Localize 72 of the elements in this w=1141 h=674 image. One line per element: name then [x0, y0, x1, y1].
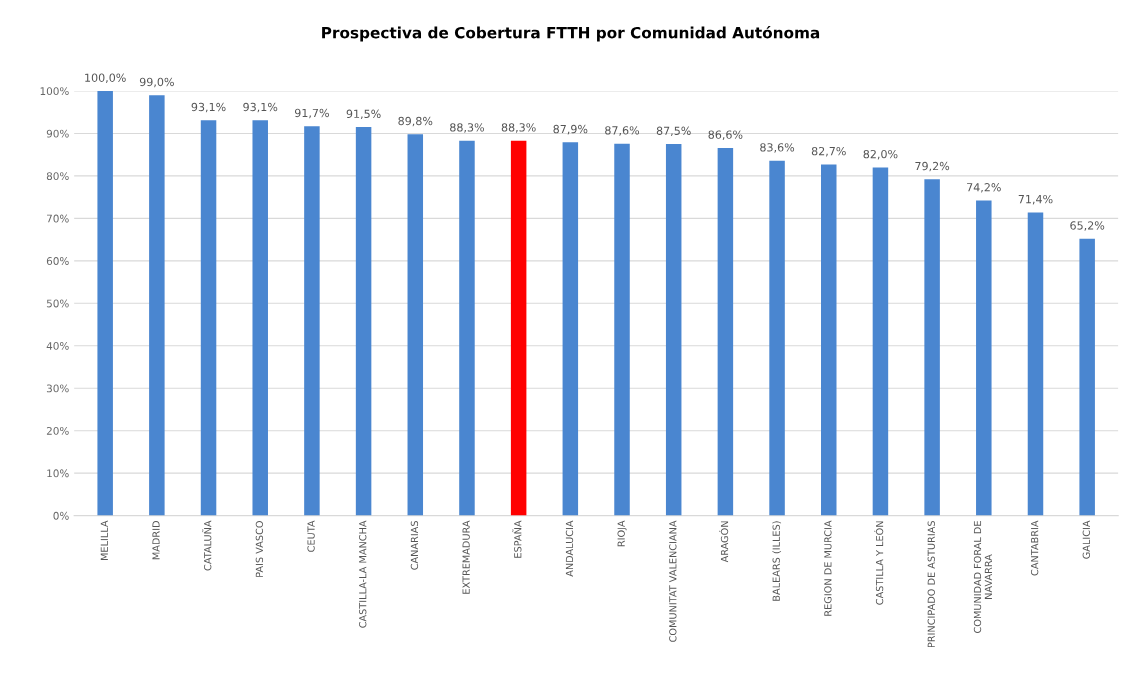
y-tick-label: 90%	[46, 129, 69, 138]
x-tick-label: CEUTA	[307, 520, 315, 552]
data-label: 71,4%	[1018, 194, 1053, 205]
x-tick-label: CASTILLA Y LEÓN	[874, 521, 884, 605]
chart-title: Prospectiva de Cobertura FTTH por Comunidad Autónoma	[322, 26, 820, 42]
x-tick-label: ARAGÓN	[719, 521, 729, 563]
data-label: 79,2%	[915, 161, 950, 172]
bar	[149, 95, 165, 516]
data-label: 93,1%	[243, 102, 278, 113]
x-tick-label: GALICIA	[1082, 520, 1090, 559]
bar	[924, 179, 940, 516]
x-tick-label: CASTILLA-LA MANCHA	[359, 520, 367, 628]
x-tick-label: ANDALUCIA	[565, 520, 574, 577]
bar	[1027, 212, 1044, 516]
x-tick-label: BALEARS (ILLES)	[772, 521, 782, 601]
bar	[200, 120, 217, 516]
data-label: 82,7%	[811, 146, 846, 157]
x-tick-label: MELILLA	[100, 520, 108, 561]
x-tick-label: REGION DE MURCIA	[824, 520, 832, 616]
data-label: 99,0%	[139, 77, 174, 88]
data-label: 87,9%	[553, 124, 588, 135]
bar	[665, 144, 682, 516]
y-tick-label: 80%	[46, 172, 69, 181]
bar	[304, 126, 320, 516]
bar	[407, 134, 424, 516]
bar	[252, 120, 268, 516]
data-label: 65,2%	[1070, 221, 1105, 231]
data-label: 86,6%	[708, 130, 743, 140]
y-tick-label: 30%	[46, 384, 69, 393]
bar	[872, 167, 889, 516]
y-tick-label: 60%	[46, 257, 69, 265]
y-tick-label: 70%	[47, 214, 69, 223]
y-tick-label: 10%	[47, 469, 69, 478]
data-label: 100,0%	[85, 73, 126, 84]
x-tick-label: MADRID	[152, 521, 160, 560]
x-tick-label: CANARIAS	[410, 521, 419, 570]
x-tick-label: PAIS VASCO	[255, 521, 264, 577]
bar	[769, 160, 785, 516]
x-tick-label: COMUNITAT VALENCIANA	[669, 520, 677, 642]
data-label: 91,7%	[294, 108, 329, 119]
data-label: 91,5%	[346, 109, 381, 120]
bar	[510, 140, 527, 516]
y-tick-label: 50%	[46, 299, 69, 308]
bar	[562, 142, 579, 516]
y-tick-label: 0%	[53, 511, 69, 520]
data-label: 83,6%	[760, 143, 795, 153]
x-tick-label: CANTABRIA	[1030, 520, 1039, 576]
data-label: 89,8%	[398, 116, 433, 127]
x-tick-label: RIOJA	[617, 520, 627, 547]
data-label: 74,2%	[967, 183, 1001, 193]
bar	[717, 147, 734, 516]
bar	[976, 200, 992, 516]
bar	[1079, 238, 1095, 516]
bar	[355, 127, 372, 516]
bar	[459, 140, 475, 516]
x-tick-label: PRINCIPADO DE ASTURIAS	[927, 521, 935, 648]
bar	[821, 164, 837, 516]
x-tick-label: COMUNIDAD FORAL DE NAVARRA	[973, 521, 992, 633]
data-label: 88,3%	[501, 123, 536, 133]
bar	[97, 90, 113, 516]
data-label: 82,0%	[863, 149, 898, 160]
bar	[614, 143, 630, 516]
x-tick-label: CATALUÑA	[202, 520, 212, 571]
y-tick-label: 40%	[46, 341, 69, 350]
data-label: 87,5%	[656, 126, 691, 137]
x-tick-label: ESPAÑA	[512, 520, 522, 558]
y-tick-label: 20%	[46, 426, 69, 435]
data-label: 87,6%	[605, 126, 640, 136]
x-tick-label: EXTREMADURA	[462, 520, 470, 594]
data-label: 93,1%	[191, 102, 226, 113]
y-tick-label: 100%	[40, 87, 69, 96]
data-label: 88,3%	[450, 123, 484, 133]
